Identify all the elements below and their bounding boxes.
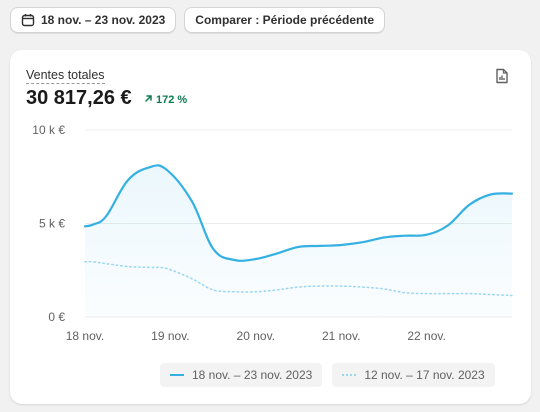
x-tick-label: 20 nov. [237, 329, 275, 343]
metric-value: 30 817,26 € [26, 87, 132, 109]
metric-title[interactable]: Ventes totales [26, 68, 105, 84]
metric-change: 172 % [144, 94, 187, 106]
current-period-line[interactable] [83, 164, 514, 262]
date-range-button[interactable]: 18 nov. – 23 nov. 2023 [10, 7, 177, 33]
legend-label-current: 18 nov. – 23 nov. 2023 [192, 368, 313, 382]
x-tick-label: 22 nov. [407, 329, 445, 343]
compare-label: Comparer : Période précédente [195, 13, 375, 27]
y-tick-label: 5 k € [39, 217, 65, 231]
toolbar: 18 nov. – 23 nov. 2023 Comparer : Périod… [10, 7, 386, 33]
legend-label-previous: 12 nov. – 17 nov. 2023 [364, 368, 485, 382]
chart-legend: 18 nov. – 23 nov. 2023 12 nov. – 17 nov.… [160, 363, 495, 387]
sales-card: Ventes totales 30 817,26 € 172 % 0 € 5 k … [10, 50, 531, 404]
compare-button[interactable]: Comparer : Période précédente [184, 7, 386, 33]
y-tick-label: 0 € [48, 310, 65, 324]
x-tick-label: 18 nov. [66, 329, 104, 343]
legend-swatch-solid [170, 374, 184, 376]
previous-period-line[interactable] [84, 260, 513, 297]
calendar-icon [21, 13, 35, 27]
sales-line-chart: 0 € 5 k € 10 k € 18 nov. 19 nov. 20 nov. 21 n… [32, 123, 514, 343]
legend-item-previous[interactable]: 12 nov. – 17 nov. 2023 [332, 363, 495, 387]
export-report-icon[interactable] [495, 68, 509, 89]
x-tick-label: 21 nov. [322, 329, 360, 343]
metric-change-value: 172 % [156, 94, 188, 106]
x-tick-label: 19 nov. [151, 329, 189, 343]
y-tick-label: 10 k € [32, 123, 65, 137]
date-range-label: 18 nov. – 23 nov. 2023 [41, 13, 166, 27]
legend-swatch-dotted [342, 374, 357, 376]
arrow-up-right-icon [144, 94, 153, 106]
legend-item-current[interactable]: 18 nov. – 23 nov. 2023 [160, 363, 323, 387]
